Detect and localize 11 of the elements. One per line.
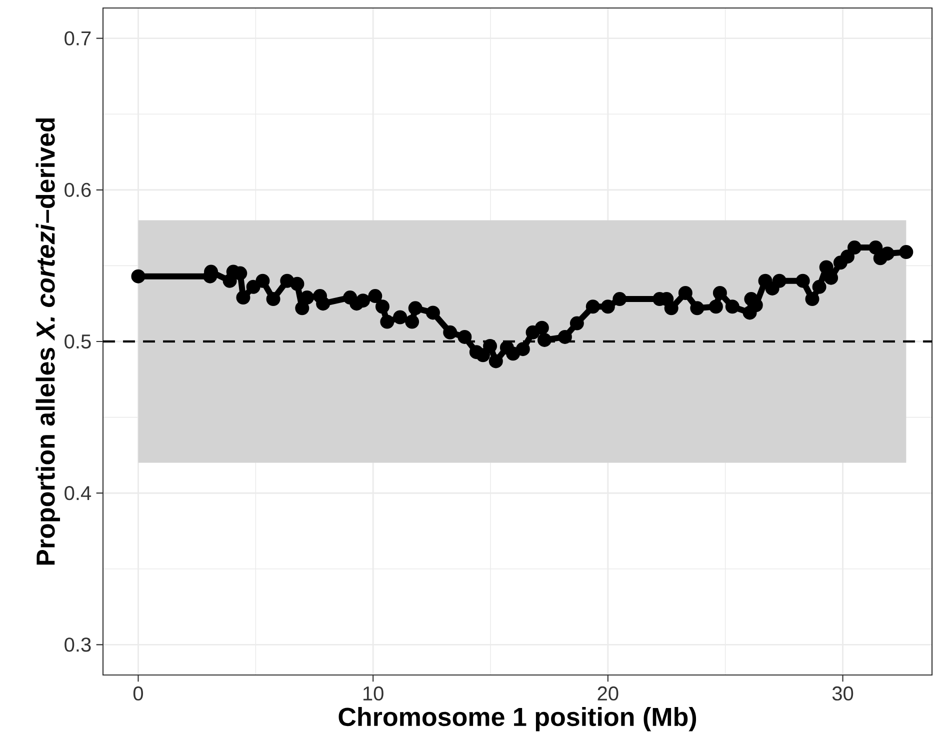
y-axis-title: Proportion alleles X. cortezi–derived xyxy=(36,118,60,565)
y-tick-label: 0.6 xyxy=(64,182,91,197)
x-tick-label: 20 xyxy=(598,686,618,701)
x-tick-label: 0 xyxy=(133,686,143,701)
y-tick-label: 0.7 xyxy=(64,31,91,46)
y-tick-label: 0.3 xyxy=(64,638,91,652)
x-axis-title: Chromosome 1 position (Mb) xyxy=(338,707,696,732)
y-tick-label: 0.4 xyxy=(64,486,92,500)
x-tick-label: 10 xyxy=(363,686,384,701)
y-tick-label: 0.5 xyxy=(64,334,91,349)
x-tick-label: 30 xyxy=(832,686,854,701)
